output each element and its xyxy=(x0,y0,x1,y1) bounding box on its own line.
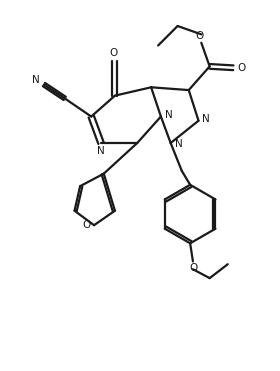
Text: N: N xyxy=(174,139,182,150)
Text: N: N xyxy=(165,110,172,120)
Text: N: N xyxy=(202,114,210,124)
Text: O: O xyxy=(189,263,198,273)
Text: N: N xyxy=(97,146,105,156)
Text: O: O xyxy=(109,48,118,58)
Text: O: O xyxy=(82,220,90,230)
Text: O: O xyxy=(237,63,245,73)
Text: O: O xyxy=(195,31,203,41)
Text: N: N xyxy=(32,75,40,85)
